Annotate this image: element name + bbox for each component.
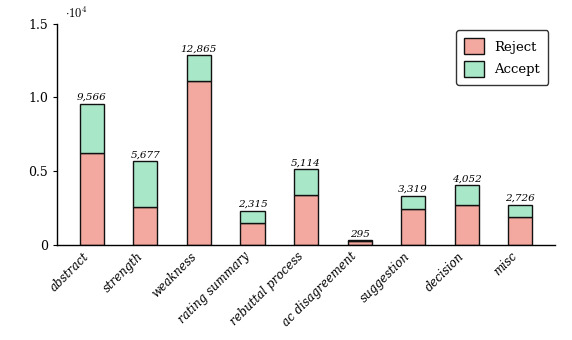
Text: 4,052: 4,052 xyxy=(452,174,482,183)
Bar xyxy=(401,209,425,245)
Bar xyxy=(294,195,318,245)
Bar xyxy=(240,211,264,223)
Bar xyxy=(240,223,264,245)
Legend: Reject, Accept: Reject, Accept xyxy=(456,30,548,85)
Text: 295: 295 xyxy=(349,230,370,239)
Bar xyxy=(133,161,157,207)
Text: 12,865: 12,865 xyxy=(181,45,217,53)
Bar xyxy=(348,241,372,245)
Text: 2,726: 2,726 xyxy=(505,194,535,203)
Bar xyxy=(455,185,479,205)
Bar xyxy=(455,205,479,245)
Bar xyxy=(294,169,318,195)
Bar xyxy=(80,104,104,153)
Text: $\cdot 10^4$: $\cdot 10^4$ xyxy=(65,6,88,21)
Bar xyxy=(508,217,532,245)
Bar xyxy=(348,240,372,241)
Text: 2,315: 2,315 xyxy=(237,200,267,209)
Text: 5,677: 5,677 xyxy=(130,150,160,159)
Bar xyxy=(187,55,211,81)
Text: 5,114: 5,114 xyxy=(291,159,321,168)
Bar xyxy=(133,207,157,245)
Bar xyxy=(508,205,532,217)
Bar xyxy=(187,81,211,245)
Text: 3,319: 3,319 xyxy=(398,185,428,194)
Bar xyxy=(80,153,104,245)
Bar xyxy=(401,196,425,209)
Text: 9,566: 9,566 xyxy=(77,93,107,102)
